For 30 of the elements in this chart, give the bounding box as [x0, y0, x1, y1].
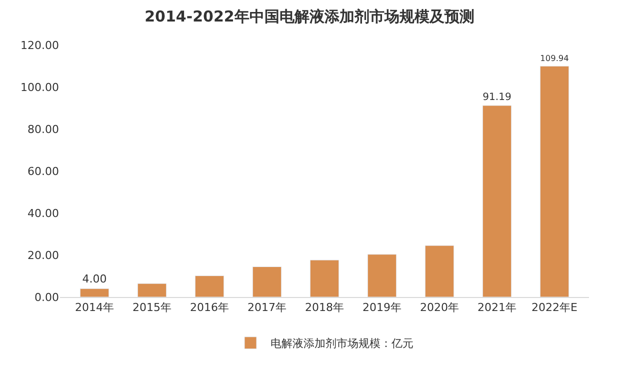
data-label: 4.00 — [82, 272, 107, 286]
y-tick-label: 0.00 — [34, 290, 59, 304]
bar — [540, 66, 570, 297]
data-label: 91.19 — [482, 92, 512, 103]
bar — [252, 266, 282, 297]
y-tick-label: 100.00 — [20, 80, 59, 94]
x-tick-label: 2014年 — [75, 301, 114, 314]
bar — [367, 254, 397, 297]
y-tick-label: 40.00 — [28, 206, 59, 220]
x-tick-label: 2018年 — [305, 301, 344, 314]
y-tick-label: 20.00 — [28, 248, 59, 262]
x-tick-label: 2022年E — [532, 301, 578, 314]
x-tick-label: 2017年 — [248, 301, 286, 314]
y-tick-label: 120.00 — [20, 38, 59, 52]
x-tick-label: 2021年 — [478, 301, 516, 314]
x-tick-label: 2019年 — [362, 301, 402, 314]
data-label: 109.94 — [540, 52, 569, 63]
bar — [424, 245, 454, 297]
bar — [194, 276, 224, 297]
y-tick-label: 60.00 — [28, 164, 59, 178]
chart-title: 2014-2022年中国电解液添加剂市场规模及预测 — [144, 8, 474, 26]
x-tick-label: 2015年 — [132, 301, 172, 314]
x-tick-label: 2020年 — [420, 301, 459, 314]
x-tick-label: 2016年 — [190, 301, 229, 314]
bar — [80, 288, 110, 297]
bar — [482, 105, 512, 297]
bar — [137, 283, 167, 297]
bar — [310, 260, 340, 297]
legend-label: 电解液添加剂市场规模：亿元 — [270, 337, 414, 350]
y-tick-label: 80.00 — [28, 122, 59, 136]
